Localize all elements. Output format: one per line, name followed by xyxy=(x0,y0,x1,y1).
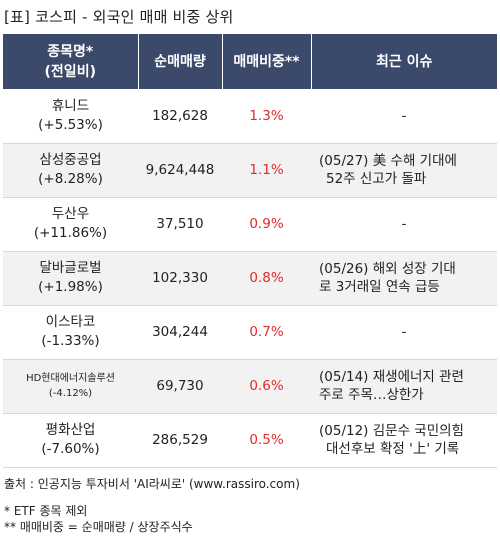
stock-name-cell: 달바글로벌 (+1.98%) xyxy=(3,251,138,306)
recent-issue: (05/14) 재생에너지 관련 주로 주목…상한가 xyxy=(311,359,497,414)
header-stock-name-line1: 종목명* xyxy=(47,43,94,60)
trade-ratio: 0.7% xyxy=(222,305,311,360)
table-row: 휴니드 (+5.53%) 182,628 1.3% - xyxy=(3,89,497,144)
trade-ratio: 1.1% xyxy=(222,143,311,198)
stock-change: (-7.60%) xyxy=(41,441,100,457)
stock-name-cell: 두산우 (+11.86%) xyxy=(3,197,138,252)
trade-ratio: 0.5% xyxy=(222,413,311,468)
header-recent-issue: 최근 이슈 xyxy=(311,34,497,89)
stock-name: 휴니드 xyxy=(51,97,90,114)
net-volume: 9,624,448 xyxy=(138,143,222,198)
net-volume: 304,244 xyxy=(138,305,222,360)
issue-line2: 52주 신고가 돌파 xyxy=(326,171,427,187)
recent-issue: (05/27) 美 수해 기대에 52주 신고가 돌파 xyxy=(311,143,497,198)
stock-change: (+1.98%) xyxy=(38,279,103,295)
stock-name: 달바글로벌 xyxy=(39,260,102,276)
stock-change: (+5.53%) xyxy=(38,116,103,133)
stock-name: HD현대에너지솔루션 xyxy=(26,373,115,384)
foreign-trading-table: 종목명* (전일비) 순매매량 매매비중** 최근 이슈 휴니드 (+5.53%… xyxy=(3,34,497,468)
trade-ratio: 0.8% xyxy=(222,251,311,306)
issue-line1: (05/27) 美 수해 기대에 xyxy=(319,153,457,169)
issue-line1: - xyxy=(401,324,407,340)
net-volume: 182,628 xyxy=(138,89,222,144)
page-title: [표] 코스피 - 외국인 매매 비중 상위 xyxy=(4,8,234,26)
footnote-ratio-definition: ** 매매비중 = 순매매량 / 상장주식수 xyxy=(4,520,193,534)
recent-issue: (05/26) 해외 성장 기대 로 3거래일 연속 급등 xyxy=(311,251,497,306)
recent-issue: - xyxy=(311,89,497,144)
recent-issue: (05/12) 김문수 국민의힘 대선후보 확정 '上' 기록 xyxy=(311,413,497,468)
stock-name: 삼성중공업 xyxy=(39,152,102,168)
issue-line1: (05/12) 김문수 국민의힘 xyxy=(319,423,464,439)
table-row: 삼성중공업 (+8.28%) 9,624,448 1.1% (05/27) 美 … xyxy=(3,143,497,198)
stock-change: (-1.33%) xyxy=(41,333,100,349)
issue-line1: (05/26) 해외 성장 기대 xyxy=(319,261,456,277)
header-stock-name: 종목명* (전일비) xyxy=(3,34,139,89)
trade-ratio: 0.9% xyxy=(222,197,311,252)
table-row: HD현대에너지솔루션 (-4.12%) 69,730 0.6% (05/14) … xyxy=(3,359,497,414)
recent-issue: - xyxy=(311,305,497,360)
table-row: 이스타코 (-1.33%) 304,244 0.7% - xyxy=(3,305,497,360)
stock-name-cell: 평화산업 (-7.60%) xyxy=(3,413,138,468)
header-net-volume: 순매매량 xyxy=(138,34,223,89)
table-row: 두산우 (+11.86%) 37,510 0.9% - xyxy=(3,197,497,252)
issue-line2: 대선후보 확정 '上' 기록 xyxy=(326,441,460,457)
stock-change: (-4.12%) xyxy=(48,388,93,399)
header-trade-ratio: 매매비중** xyxy=(222,34,312,89)
header-stock-name-line2: (전일비) xyxy=(44,63,96,80)
stock-name-cell: HD현대에너지솔루션 (-4.12%) xyxy=(3,359,138,414)
trade-ratio: 0.6% xyxy=(222,359,311,414)
table-row: 평화산업 (-7.60%) 286,529 0.5% (05/12) 김문수 국… xyxy=(3,413,497,468)
table-row: 달바글로벌 (+1.98%) 102,330 0.8% (05/26) 해외 성… xyxy=(3,251,497,306)
issue-line1: (05/14) 재생에너지 관련 xyxy=(319,369,464,385)
stock-name: 이스타코 xyxy=(45,314,96,330)
issue-line1: - xyxy=(401,107,407,124)
net-volume: 69,730 xyxy=(138,359,222,414)
stock-name-cell: 삼성중공업 (+8.28%) xyxy=(3,143,138,198)
issue-line1: - xyxy=(401,216,407,232)
table-header-row: 종목명* (전일비) 순매매량 매매비중** 최근 이슈 xyxy=(3,34,497,89)
stock-name: 평화산업 xyxy=(45,422,96,438)
stock-name-cell: 이스타코 (-1.33%) xyxy=(3,305,138,360)
issue-line2: 로 3거래일 연속 급등 xyxy=(319,279,440,295)
stock-change: (+11.86%) xyxy=(33,225,108,241)
source-credit: 출처 : 인공지능 투자비서 'AI라씨로' (www.rassiro.com) xyxy=(4,477,300,491)
stock-name: 두산우 xyxy=(51,206,90,222)
footnote-etf: * ETF 종목 제외 xyxy=(4,504,88,518)
stock-change: (+8.28%) xyxy=(38,171,103,187)
net-volume: 102,330 xyxy=(138,251,222,306)
net-volume: 37,510 xyxy=(138,197,222,252)
trade-ratio: 1.3% xyxy=(222,89,311,144)
issue-line2: 주로 주목…상한가 xyxy=(319,387,424,403)
net-volume: 286,529 xyxy=(138,413,222,468)
stock-name-cell: 휴니드 (+5.53%) xyxy=(3,89,138,144)
recent-issue: - xyxy=(311,197,497,252)
